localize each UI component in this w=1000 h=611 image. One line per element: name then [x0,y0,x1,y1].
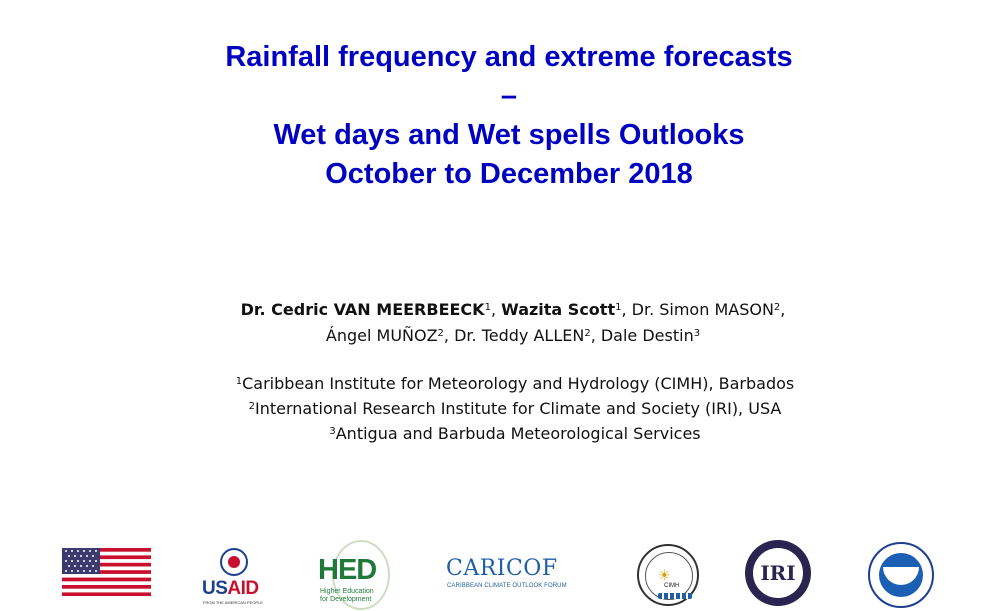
author-sup: 1 [615,302,622,313]
us-flag-icon [62,548,151,596]
slide-title: Rainfall frequency and extreme forecasts… [0,38,1000,194]
affiliation-item: 3Antigua and Barbuda Meteorological Serv… [0,421,1000,446]
author-name: Wazita Scott [501,300,616,319]
author-sup: 3 [693,328,701,339]
title-line-4: October to December 2018 [325,158,693,190]
author-name: Dr. Cedric VAN MEERBEECK [240,300,485,319]
affiliation-text: Antigua and Barbuda Meteorological Servi… [335,424,701,443]
usaid-wordmark: USAID [202,578,259,599]
hed-wordmark: HED [318,554,377,586]
author-name: Ángel MUÑOZ [325,326,438,345]
noaa-bird-icon [883,567,919,585]
usaid-seal-icon [220,548,248,576]
hed-logo: HED Higher Education for Development [312,540,392,610]
affiliation-item: 1Caribbean Institute for Meteorology and… [0,371,1000,396]
affiliation-text: International Research Institute for Cli… [255,399,782,418]
caricof-wordmark: CARICOF [446,556,558,581]
wave-icon [658,593,692,599]
author-sup: 2 [437,328,444,339]
noaa-logo: NOAA [868,542,934,608]
iri-text: IRI [760,561,796,585]
cimh-logo: ☀ CIMH [637,544,699,606]
affiliation-sup: 1 [235,376,243,387]
author-name: Dr. Teddy ALLEN [454,326,585,345]
sun-icon: ☀ [658,567,671,583]
usaid-tagline: FROM THE AMERICAN PEOPLE [203,600,263,605]
globe-icon [332,540,390,610]
title-line-1: Rainfall frequency and extreme forecasts [225,41,793,73]
author-name: Dale Destin [600,326,694,345]
author-line-1: Dr. Cedric VAN MEERBEECK1, Wazita Scott1… [240,300,786,319]
author-name: Dr. Simon MASON [631,300,774,319]
affiliation-sup: 2 [248,401,256,412]
title-line-3: Wet days and Wet spells Outlooks [273,119,745,151]
hed-subtitle: Higher Education for Development [320,588,374,603]
affiliation-list: 1Caribbean Institute for Meteorology and… [0,371,1000,446]
title-line-2: – [500,80,518,112]
us-flag-logo [62,548,151,596]
affiliation-sup: 3 [329,426,336,437]
noaa-text: NOAA [887,569,915,579]
affiliation-item: 2International Research Institute for Cl… [0,396,1000,421]
author-list: Dr. Cedric VAN MEERBEECK1, Wazita Scott1… [0,297,1000,349]
author-line-2: Ángel MUÑOZ2, Dr. Teddy ALLEN2, Dale Des… [325,326,701,345]
author-sup: 1 [484,302,491,313]
usaid-logo: USAID FROM THE AMERICAN PEOPLE [202,548,270,606]
caricof-logo: CARICOF CARIBBEAN CLIMATE OUTLOOK FORUM [446,556,567,592]
author-sup: 2 [584,328,591,339]
caricof-subtitle: CARIBBEAN CLIMATE OUTLOOK FORUM [447,583,567,589]
iri-logo: IRI [745,540,811,606]
cimh-text: CIMH [664,583,680,589]
affiliation-text: Caribbean Institute for Meteorology and … [242,374,795,393]
author-sup: 2 [773,302,781,313]
